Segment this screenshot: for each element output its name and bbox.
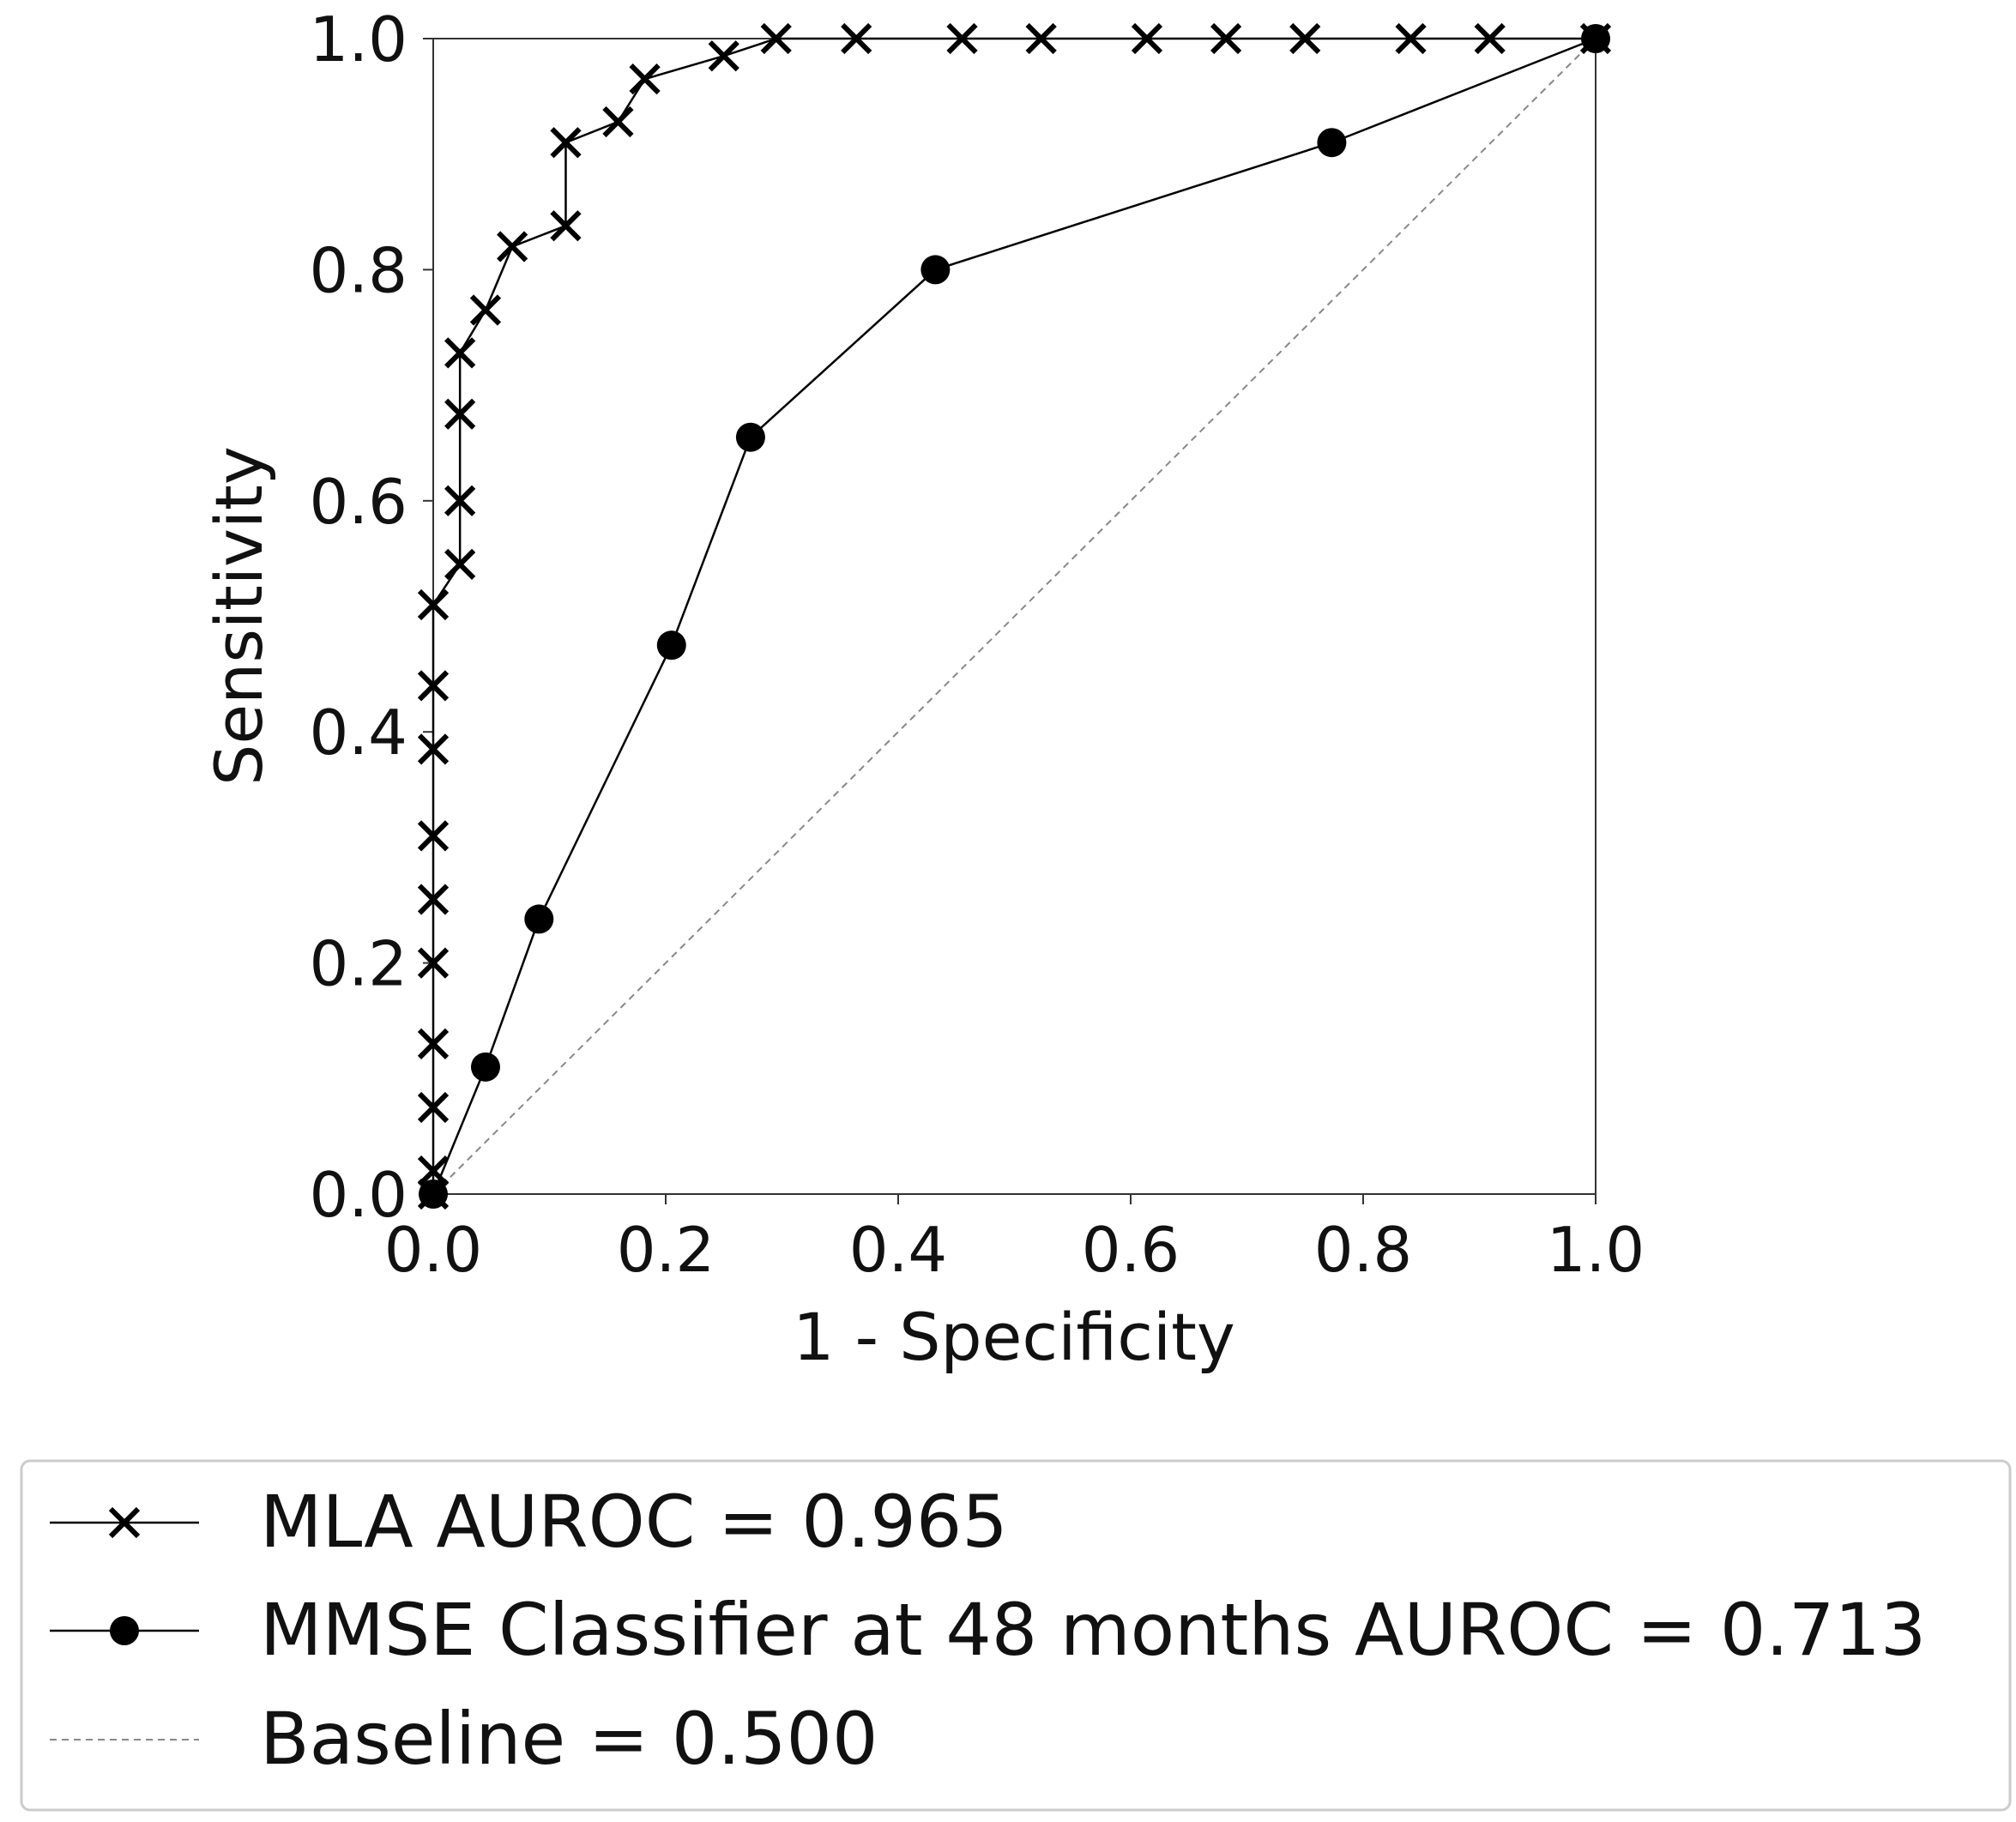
mla-point [417,820,450,852]
y-tick-label: 0.2 [309,928,407,1000]
mla-point [841,22,872,55]
legend-label-mmse: MMSE Classifier at 48 months AUROC = 0.7… [260,1588,1926,1672]
x-axis: 0.0 0.2 0.4 0.6 0.8 1.0 [384,1194,1645,1286]
mla-point [1289,22,1321,55]
mla-point [417,1028,450,1060]
x-tick-label: 0.8 [1314,1214,1413,1286]
mla-point [417,1091,450,1124]
mla-point [444,485,476,516]
y-axis-title: Sensitivity [201,446,277,786]
series-line-2 [432,38,1597,1195]
legend: MLA AUROC = 0.965 MMSE Classifier at 48 … [20,1459,2012,1812]
mla-point [708,40,739,72]
legend-x-marker-icon [108,1506,141,1539]
mla-point [497,231,528,262]
mla-point [444,337,476,369]
mla-point [444,548,476,581]
y-tick-label: 0.8 [309,234,407,306]
mla-point [1025,22,1057,55]
mla-point [417,733,450,765]
mmse-point [656,630,686,661]
x-tick-label: 1.0 [1547,1214,1645,1286]
mla-point [417,588,450,621]
mla-point [1131,22,1163,55]
mla-point [417,884,450,915]
x-tick-label: 0.4 [849,1214,948,1286]
x-tick-label: 0.0 [384,1214,483,1286]
mla-point [550,127,582,159]
x-tick-label: 0.2 [617,1214,715,1286]
legend-label-baseline: Baseline = 0.500 [260,1697,878,1781]
legend-handles [50,1506,199,1741]
y-tick-label: 1.0 [309,3,407,75]
mla-point [1210,22,1242,55]
y-tick-label: 0.6 [309,466,407,538]
y-tick-label: 0.4 [309,697,407,769]
mla-point [444,398,476,430]
y-tick-label: 0.0 [309,1159,407,1231]
x-axis-title: 1 - Specificity [793,1299,1235,1375]
mla-point [417,1155,450,1187]
mmse-point [470,1052,500,1082]
mmse-point [524,904,554,934]
x-tick-label: 0.6 [1082,1214,1180,1286]
mla-point [417,1178,450,1210]
mla-point [629,63,661,95]
mla-point [602,106,634,138]
mla-point [550,210,582,242]
legend-label-mla: MLA AUROC = 0.965 [260,1480,1008,1564]
mla-point [417,670,450,702]
legend-circle-marker-icon [110,1616,139,1645]
mla-point [417,947,450,979]
mmse-point [735,422,765,452]
mla-point [469,294,502,326]
y-axis: 0.0 0.2 0.4 0.6 0.8 1.0 [309,3,433,1231]
legend-box [20,1459,2012,1812]
mla-point [1579,22,1612,55]
series-layer [417,22,1612,1210]
mla-point [1395,22,1427,55]
mla-point [760,22,792,55]
series-line-1 [432,37,1597,1195]
mmse-point [1317,128,1347,158]
mla-point [1474,22,1506,55]
mla-point [946,22,978,55]
mmse-point [920,255,951,285]
